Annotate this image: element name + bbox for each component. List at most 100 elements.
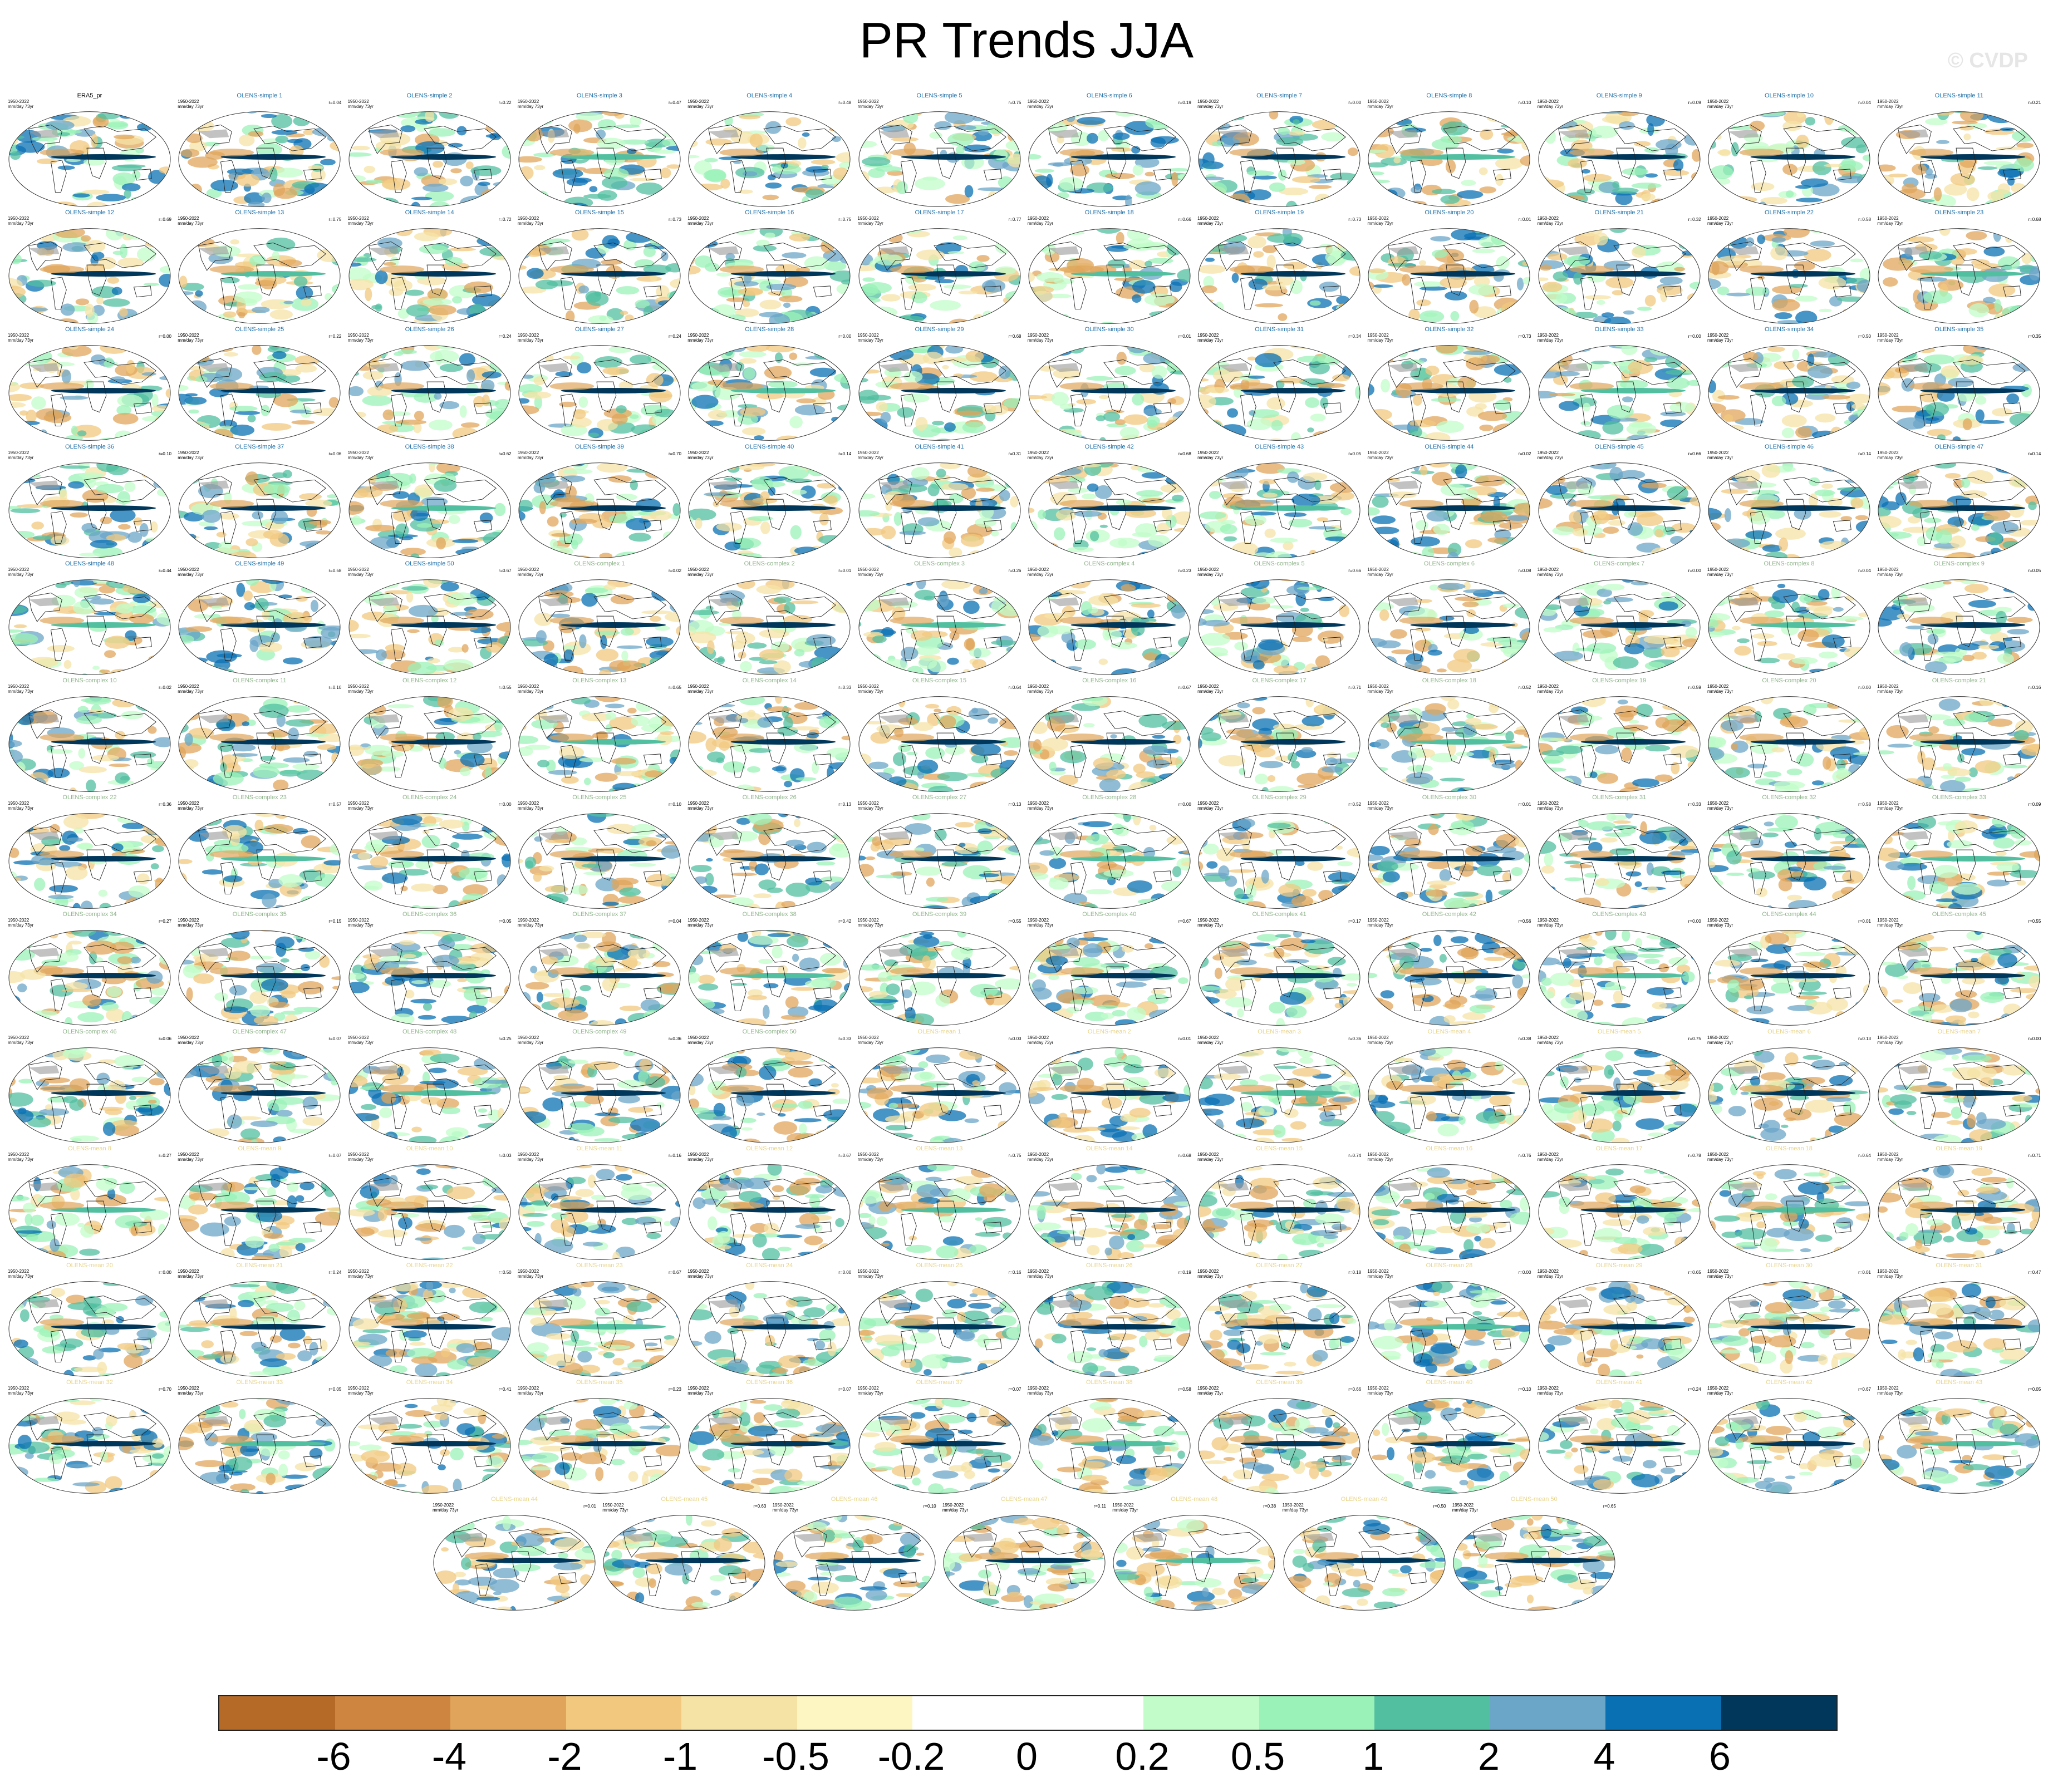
panel-units: mm/day 73yr [347,689,374,694]
map-panel: OLENS-simple 15 1950-2022 mm/day 73yr r=0.7… [517,209,682,326]
panel-pattern-correlation: r=0.52 [1348,802,1362,808]
map-panel: OLENS-complex 43 1950-2022 mm/day 73yr r=0.… [1536,911,1702,1028]
panel-left-label: 1950-2022 mm/day 73yr [1028,1152,1053,1162]
panel-period: 1950-2022 [857,918,879,923]
panel-title: OLENS-simple 6 [1086,92,1132,99]
panel-left-label: 1950-2022 mm/day 73yr [1877,450,1903,460]
panel-units: mm/day 73yr [687,923,714,928]
robinson-map [858,111,1021,207]
panel-units: mm/day 73yr [857,455,883,460]
panel-title: OLENS-complex 19 [1592,677,1647,684]
map-panel: OLENS-mean 49 1950-2022 mm/day 73yr r=0.50 [1281,1496,1447,1613]
robinson-map [1538,813,1701,909]
panel-units: mm/day 73yr [1707,1274,1733,1279]
panel-left-label: 1950-2022 mm/day 73yr [1877,99,1903,109]
map-panel: OLENS-simple 38 1950-2022 mm/day 73yr r=0.6… [347,444,513,560]
panel-pattern-correlation: r=0.10 [1518,1387,1531,1392]
robinson-map [1368,1047,1530,1143]
panel-units: mm/day 73yr [1367,689,1393,694]
panel-units: mm/day 73yr [347,338,374,343]
panel-pattern-correlation: r=0.05 [328,1387,342,1392]
map-panel: OLENS-simple 34 1950-2022 mm/day 73yr r=0.5… [1706,326,1872,443]
panel-left-label: 1950-2022 mm/day 73yr [8,684,33,694]
panel-period: 1950-2022 [1367,684,1389,689]
panel-title: OLENS-complex 30 [1422,794,1476,801]
panel-period: 1950-2022 [1877,99,1899,104]
panel-pattern-correlation: r=0.62 [498,451,512,456]
panel-pattern-correlation: r=0.00 [1858,685,1871,690]
panel-units: mm/day 73yr [1537,104,1563,109]
panel-units: mm/day 73yr [178,1274,204,1279]
panel-title: OLENS-complex 14 [742,677,797,684]
panel-title: OLENS-mean 38 [1086,1379,1133,1386]
panel-units: mm/day 73yr [178,1040,204,1045]
panel-pattern-correlation: r=0.00 [159,1270,171,1275]
panel-period: 1950-2022 [1877,1386,1899,1391]
panel-title: OLENS-simple 41 [915,443,964,450]
panel-period: 1950-2022 [1112,1503,1134,1508]
map-panel: OLENS-complex 24 1950-2022 mm/day 73yr r=0.… [347,794,513,911]
panel-title: OLENS-complex 12 [402,677,457,684]
panel-left-label: 1950-2022 mm/day 73yr [1707,567,1733,577]
panel-units: mm/day 73yr [178,455,204,460]
panel-period: 1950-2022 [1282,1503,1304,1508]
panel-title: OLENS-simple 14 [405,209,454,216]
panel-left-label: 1950-2022 mm/day 73yr [1538,333,1563,343]
robinson-map [8,228,171,324]
panel-units: mm/day 73yr [1027,104,1054,109]
panel-units: mm/day 73yr [1282,1508,1308,1513]
panel-period: 1950-2022 [1027,333,1049,338]
panel-pattern-correlation: r=0.32 [1688,217,1701,223]
panel-period: 1950-2022 [178,1035,199,1040]
map-panel: OLENS-complex 37 1950-2022 mm/day 73yr r=0.… [517,911,682,1028]
panel-left-label: 1950-2022 mm/day 73yr [1367,333,1393,343]
panel-pattern-correlation: r=0.06 [328,451,342,456]
panel-title: OLENS-simple 5 [916,92,962,99]
robinson-map [1028,1398,1191,1494]
panel-period: 1950-2022 [1537,99,1559,104]
map-panel: OLENS-simple 14 1950-2022 mm/day 73yr r=0.7… [347,209,513,326]
robinson-map [1198,345,1361,441]
robinson-map [1368,345,1530,441]
panel-period: 1950-2022 [1197,99,1219,104]
map-panel: OLENS-complex 42 1950-2022 mm/day 73yr r=0.… [1366,911,1532,1028]
panel-pattern-correlation: r=0.34 [1348,334,1362,339]
panel-title: OLENS-complex 42 [1422,911,1476,918]
map-panel: OLENS-mean 9 1950-2022 mm/day 73yr r=0.07 [176,1145,342,1262]
robinson-map [1708,345,1870,441]
panel-pattern-correlation: r=0.58 [1858,217,1871,223]
panel-pattern-correlation: r=0.57 [328,802,342,808]
panel-left-label: 1950-2022 mm/day 73yr [518,333,543,343]
panel-units: mm/day 73yr [1027,1156,1054,1162]
panel-left-label: 1950-2022 mm/day 73yr [518,1269,543,1279]
map-panel: OLENS-simple 23 1950-2022 mm/day 73yr r=0.6… [1876,209,2042,326]
panel-left-label: 1950-2022 mm/day 73yr [178,1035,203,1045]
panel-period: 1950-2022 [347,216,369,221]
panel-units: mm/day 73yr [347,455,374,460]
panel-left-label: 1950-2022 mm/day 73yr [687,1269,713,1279]
panel-left-label: 1950-2022 mm/day 73yr [1707,450,1733,460]
panel-pattern-correlation: r=0.41 [498,1387,512,1392]
panel-title: OLENS-simple 13 [235,209,284,216]
robinson-map [8,1047,171,1143]
map-panel: OLENS-complex 38 1950-2022 mm/day 73yr r=0.… [686,911,852,1028]
panel-units: mm/day 73yr [517,923,544,928]
panel-pattern-correlation: r=0.07 [838,1387,852,1392]
map-panel: OLENS-simple 7 1950-2022 mm/day 73yr r=0.00 [1196,92,1362,209]
colorbar-box [1374,1696,1490,1730]
map-panel: OLENS-simple 18 1950-2022 mm/day 73yr r=0.6… [1026,209,1192,326]
panel-pattern-correlation: r=0.33 [838,1036,852,1041]
robinson-map [1708,930,1870,1026]
panel-pattern-correlation: r=0.07 [328,1153,342,1158]
panel-title: OLENS-mean 42 [1766,1379,1813,1386]
panel-title: OLENS-complex 25 [572,794,627,801]
panel-pattern-correlation: r=0.63 [753,1504,767,1509]
colorbar-tick-label: -0.5 [762,1735,829,1778]
panel-left-label: 1950-2022 mm/day 73yr [178,450,203,460]
panel-left-label: 1950-2022 mm/day 73yr [8,567,33,577]
panel-pattern-correlation: r=0.08 [1518,568,1531,573]
panel-period: 1950-2022 [1707,684,1729,689]
panel-period: 1950-2022 [1537,216,1559,221]
map-panel: OLENS-simple 40 1950-2022 mm/day 73yr r=0.1… [686,444,852,560]
colorbar-box [681,1696,797,1730]
